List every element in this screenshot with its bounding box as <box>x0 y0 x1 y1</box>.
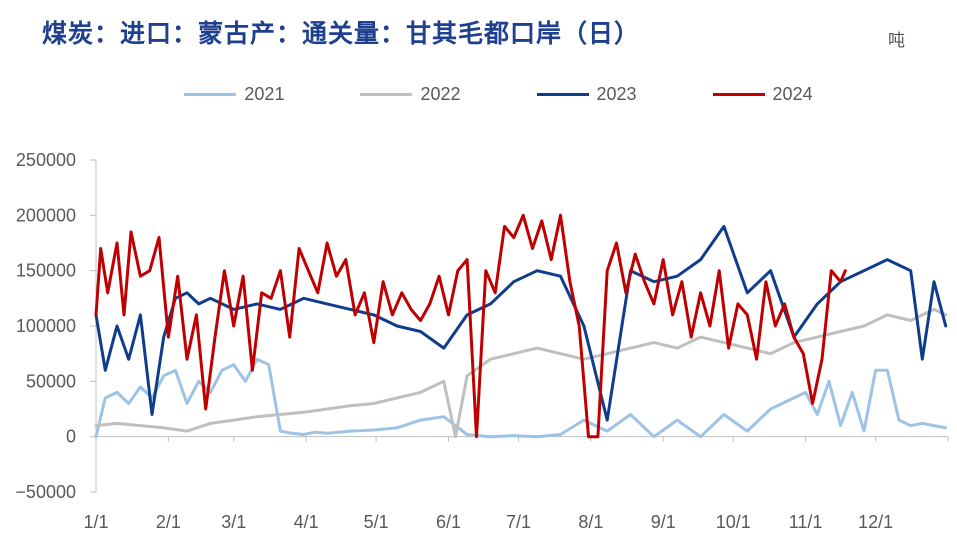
x-tick-label: 5/1 <box>364 512 389 532</box>
y-tick-label: 150000 <box>16 261 76 281</box>
x-tick-label: 1/1 <box>83 512 108 532</box>
legend-label-2021: 2021 <box>244 84 285 104</box>
x-tick-label: 12/1 <box>858 512 893 532</box>
x-tick-label: 10/1 <box>716 512 751 532</box>
x-tick-label: 2/1 <box>156 512 181 532</box>
y-tick-label: 50000 <box>26 371 76 391</box>
y-tick-label: 250000 <box>16 150 76 170</box>
unit-label: 吨 <box>888 31 905 51</box>
x-tick-label: 7/1 <box>506 512 531 532</box>
legend-item-2023: 2023 <box>497 84 637 105</box>
y-tick-label: 200000 <box>16 205 76 225</box>
series-line-2024 <box>94 213 847 439</box>
series-line-2023 <box>94 224 948 422</box>
legend-label-2024: 2024 <box>772 84 813 104</box>
legend-swatch-2023 <box>536 93 589 96</box>
y-tick-label: 0 <box>66 427 76 447</box>
chart-title: 煤炭：进口：蒙古产：通关量：甘其毛都口岸（日） <box>42 19 641 48</box>
legend-item-2022: 2022 <box>320 84 461 105</box>
series-line-2022 <box>94 307 948 439</box>
legend-swatch-2022 <box>360 93 413 96</box>
x-tick-label: 11/1 <box>789 512 823 532</box>
legend-swatch-2021 <box>184 93 237 96</box>
y-tick-label: 100000 <box>16 316 76 336</box>
x-tick-label: 4/1 <box>294 512 319 532</box>
legend-label-2022: 2022 <box>420 84 461 104</box>
x-tick-label: 9/1 <box>651 512 676 532</box>
x-tick-label: 8/1 <box>578 512 603 532</box>
legend-item-2024: 2024 <box>673 84 813 105</box>
legend-label-2023: 2023 <box>596 84 637 104</box>
x-tick-label: 6/1 <box>436 512 461 532</box>
legend: 2021 2022 2023 2024 <box>0 84 957 105</box>
x-tick-label: 3/1 <box>221 512 246 532</box>
legend-item-2021: 2021 <box>144 84 284 105</box>
y-tick-label: −50000 <box>15 482 76 502</box>
legend-swatch-2024 <box>712 93 765 96</box>
series-line-2021 <box>94 357 948 439</box>
